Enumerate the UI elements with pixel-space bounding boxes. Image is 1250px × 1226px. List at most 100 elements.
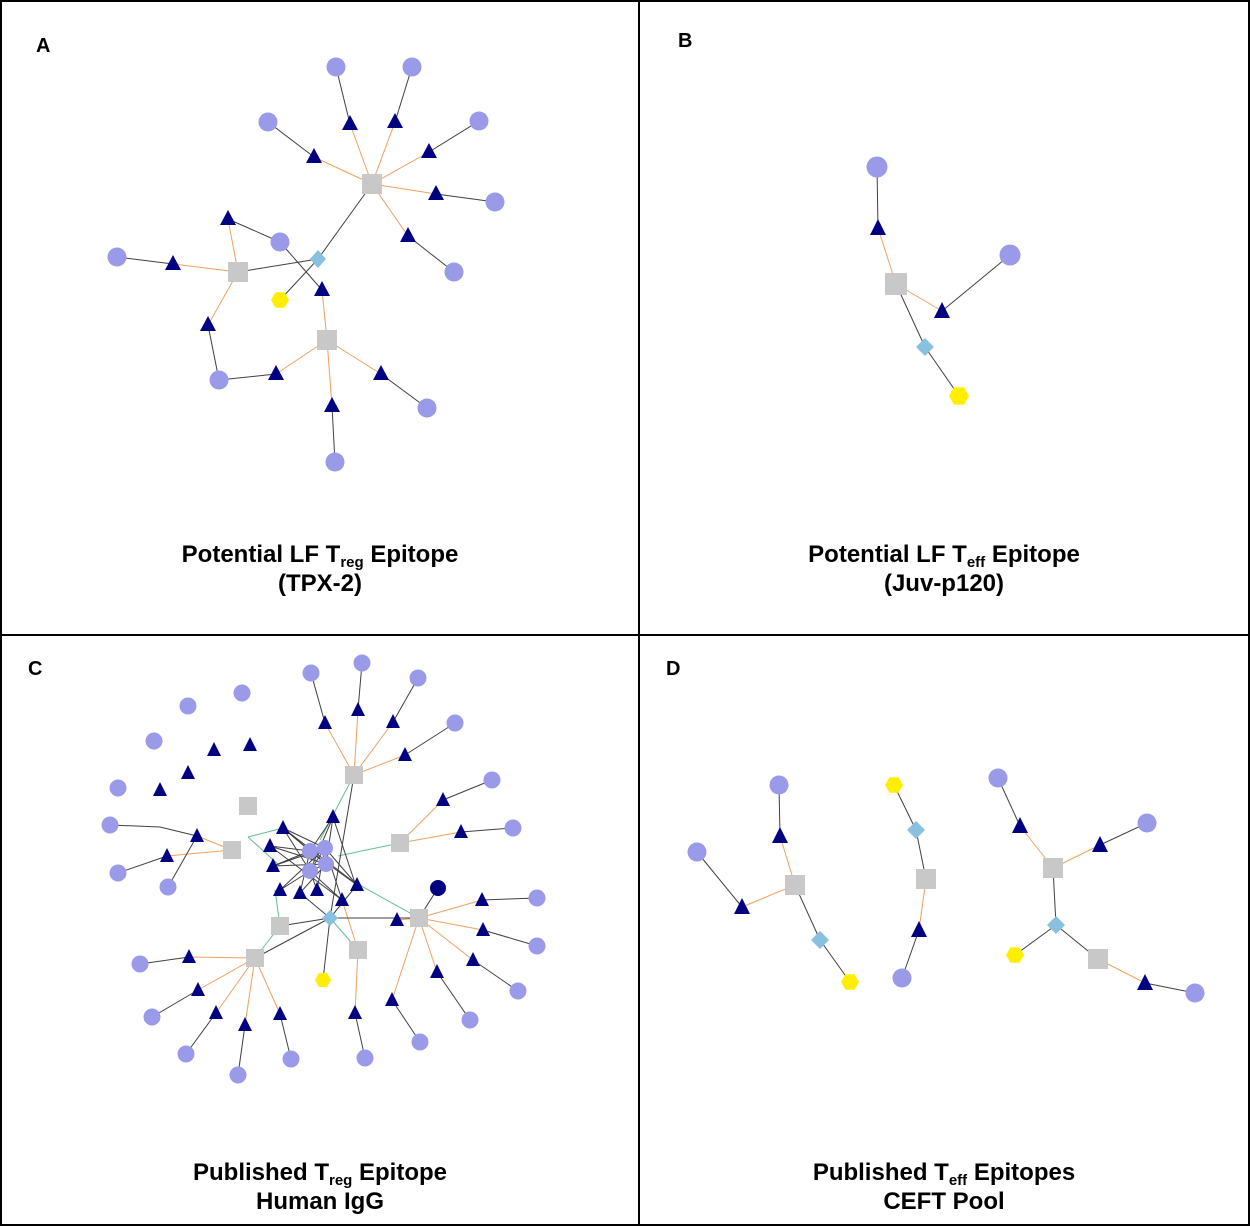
panel-caption: Potential LF Treg Epitope (TPX-2) xyxy=(2,540,638,598)
square-node xyxy=(271,917,289,935)
triangle-node xyxy=(342,115,358,130)
square-node xyxy=(885,273,907,295)
hexagon-node xyxy=(841,974,859,990)
diamond-node xyxy=(907,821,925,839)
triangle-node xyxy=(181,765,195,779)
triangle-node xyxy=(182,949,196,963)
hexagon-node xyxy=(1006,947,1024,963)
circle-node xyxy=(509,982,527,1000)
circle-node xyxy=(402,57,422,77)
circle-node xyxy=(409,669,427,687)
triangle-node xyxy=(734,898,750,914)
triangle-node xyxy=(238,1017,252,1031)
triangle-node xyxy=(266,858,280,872)
circle-node xyxy=(101,816,119,834)
circle-node xyxy=(229,1066,247,1084)
triangle-node xyxy=(335,892,349,906)
circle-node xyxy=(325,452,345,472)
circle-node xyxy=(131,955,149,973)
circle-node xyxy=(461,1011,479,1029)
square-node xyxy=(1088,949,1108,969)
diamond-node xyxy=(322,910,338,926)
caption-subtitle: CEFT Pool xyxy=(883,1188,1005,1215)
square-node xyxy=(246,949,264,967)
triangle-node xyxy=(160,848,174,862)
circle-node xyxy=(485,192,505,212)
triangle-node xyxy=(310,882,324,896)
triangle-node xyxy=(454,824,468,838)
triangle-node xyxy=(326,809,340,823)
circle-node xyxy=(417,398,437,418)
triangle-node xyxy=(400,227,416,242)
triangle-node xyxy=(351,702,365,716)
caption-subtitle: Human IgG xyxy=(255,1188,384,1215)
square-node xyxy=(785,875,805,895)
circle-node xyxy=(504,819,522,837)
square-node xyxy=(1043,858,1063,878)
nodes-d xyxy=(687,768,1205,1003)
caption-title: Potential LF Treg Epitope xyxy=(181,541,459,571)
circle-node xyxy=(302,863,318,879)
caption-subtitle: (TPX-2) xyxy=(278,570,362,597)
hexagon-node xyxy=(315,973,331,987)
triangle-node xyxy=(263,838,277,852)
circle-node xyxy=(446,714,464,732)
diamond-node xyxy=(310,250,326,268)
triangle-node xyxy=(165,255,181,270)
triangle-node xyxy=(153,782,167,796)
circle-node xyxy=(258,112,278,132)
square-node xyxy=(317,330,337,350)
square-node xyxy=(391,834,409,852)
hexagon-node xyxy=(271,292,289,308)
triangle-node xyxy=(398,747,412,761)
triangle-node xyxy=(324,397,340,412)
panel-a: A Potential LF Treg Epitope (TPX-2) xyxy=(0,0,640,636)
triangle-node xyxy=(220,210,236,225)
triangle-node xyxy=(306,148,322,163)
square-node xyxy=(239,797,257,815)
triangle-node xyxy=(911,921,927,937)
triangle-node xyxy=(475,892,489,906)
circle-node xyxy=(892,968,912,988)
circle-node xyxy=(145,732,163,750)
circle-node xyxy=(233,684,251,702)
edges-d xyxy=(696,777,1196,994)
network-c xyxy=(101,654,546,1084)
square-node xyxy=(916,869,936,889)
square-node xyxy=(345,766,363,784)
triangle-node xyxy=(1092,836,1108,852)
triangle-node xyxy=(200,316,216,331)
circle-node xyxy=(159,878,177,896)
circle-node xyxy=(1137,813,1157,833)
triangle-node xyxy=(386,714,400,728)
triangle-node xyxy=(373,365,389,380)
circle-node xyxy=(318,856,334,872)
hexagon-node xyxy=(885,777,903,793)
circle-node xyxy=(356,1049,374,1067)
circle-node xyxy=(411,1033,429,1051)
panel-b: B Potential LF Teff Epitope (Juv-p120) xyxy=(638,0,1250,636)
square-node xyxy=(223,841,241,859)
circle-node xyxy=(687,842,707,862)
circle-node xyxy=(866,156,888,178)
circle-node xyxy=(430,880,446,896)
caption-title: Potential LF Teff Epitope xyxy=(808,541,1080,571)
triangle-node xyxy=(273,882,287,896)
diamond-node xyxy=(811,931,829,949)
network-a xyxy=(107,57,505,472)
network-b xyxy=(866,156,1021,405)
circle-node xyxy=(353,654,371,672)
caption-title: Published Teff Epitopes xyxy=(812,1159,1076,1189)
panel-caption: Potential LF Teff Epitope (Juv-p120) xyxy=(640,540,1248,598)
panel-letter: A xyxy=(36,35,51,57)
circle-node xyxy=(326,57,346,77)
diamond-node xyxy=(916,338,934,356)
triangle-node xyxy=(276,820,290,834)
triangle-node xyxy=(209,1005,223,1019)
circle-node xyxy=(177,1045,195,1063)
hexagon-node xyxy=(949,387,969,405)
triangle-node xyxy=(430,964,444,978)
triangle-node xyxy=(390,912,404,926)
triangle-node xyxy=(476,922,490,936)
circle-node xyxy=(444,262,464,282)
